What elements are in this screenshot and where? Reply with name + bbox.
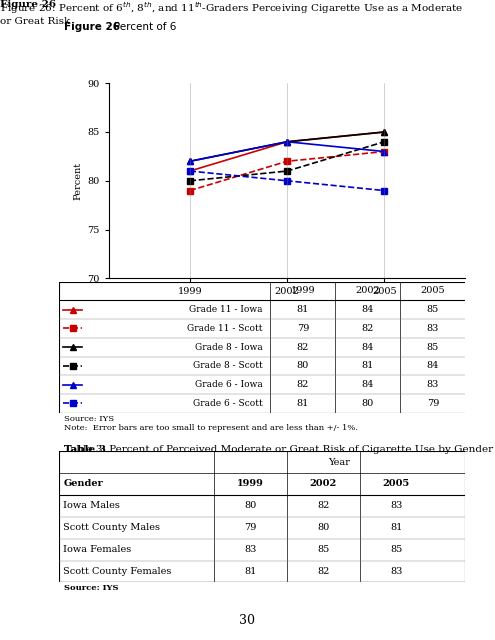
Text: 2005: 2005 (383, 479, 410, 488)
Text: Iowa Males: Iowa Males (63, 501, 120, 510)
Text: 1999: 1999 (237, 479, 264, 488)
Text: 79: 79 (427, 399, 439, 408)
Text: 83: 83 (427, 380, 439, 389)
Text: Table 3: Table 3 (64, 445, 106, 454)
Text: Scott County Females: Scott County Females (63, 567, 172, 576)
Text: 79: 79 (297, 324, 309, 333)
Text: 80: 80 (317, 524, 329, 532)
Text: Grade 8 - Iowa: Grade 8 - Iowa (195, 342, 262, 352)
Text: 2005: 2005 (421, 287, 445, 296)
Text: 83: 83 (390, 567, 402, 576)
Text: 82: 82 (297, 380, 309, 389)
Text: Scott County Males: Scott County Males (63, 524, 160, 532)
Text: Year: Year (329, 458, 350, 467)
Text: 1999: 1999 (291, 287, 315, 296)
Text: Grade 11 - Iowa: Grade 11 - Iowa (189, 305, 262, 314)
Text: : Percent of 6: : Percent of 6 (107, 22, 176, 33)
Text: Table 3: Percent of Perceived Moderate or Great Risk of Cigarette Use by Gender: Table 3: Percent of Perceived Moderate o… (64, 445, 494, 454)
Text: 82: 82 (317, 567, 329, 576)
Text: 81: 81 (297, 305, 309, 314)
Text: 82: 82 (317, 501, 329, 510)
Text: Grade 6 - Iowa: Grade 6 - Iowa (195, 380, 262, 389)
Text: 2002: 2002 (309, 479, 337, 488)
Text: 84: 84 (362, 380, 374, 389)
Text: 79: 79 (244, 524, 256, 532)
Text: 85: 85 (427, 305, 439, 314)
Text: 80: 80 (244, 501, 256, 510)
Text: 80: 80 (362, 399, 374, 408)
Text: 83: 83 (427, 324, 439, 333)
Text: 81: 81 (362, 362, 374, 371)
Text: 85: 85 (390, 545, 402, 554)
Text: Figure 26: Figure 26 (0, 0, 56, 9)
Text: Figure 26: Figure 26 (64, 22, 120, 33)
Text: 83: 83 (390, 501, 402, 510)
Text: Grade 11 - Scott: Grade 11 - Scott (187, 324, 262, 333)
Text: 85: 85 (317, 545, 329, 554)
Text: 84: 84 (362, 305, 374, 314)
Text: Iowa Females: Iowa Females (63, 545, 132, 554)
Y-axis label: Percent: Percent (73, 162, 82, 200)
Text: Figure 26: Percent of 6$^{th}$, 8$^{th}$, and 11$^{th}$-Graders Perceiving Cigar: Figure 26: Percent of 6$^{th}$, 8$^{th}$… (0, 0, 463, 26)
Text: Gender: Gender (63, 479, 103, 488)
Text: 85: 85 (427, 342, 439, 352)
Text: Source: IYS: Source: IYS (64, 584, 119, 591)
Text: 80: 80 (297, 362, 309, 371)
Text: 2002: 2002 (355, 287, 380, 296)
Text: 84: 84 (427, 362, 439, 371)
Text: 83: 83 (244, 545, 256, 554)
Text: 30: 30 (240, 614, 255, 627)
Text: 81: 81 (297, 399, 309, 408)
Text: Grade 6 - Scott: Grade 6 - Scott (193, 399, 262, 408)
Text: Source: IYS
Note:  Error bars are too small to represent and are less than +/- 1: Source: IYS Note: Error bars are too sma… (64, 415, 358, 432)
Text: 81: 81 (390, 524, 402, 532)
Text: 84: 84 (362, 342, 374, 352)
Text: 82: 82 (362, 324, 374, 333)
Text: Grade 8 - Scott: Grade 8 - Scott (193, 362, 262, 371)
Text: 82: 82 (297, 342, 309, 352)
Text: 81: 81 (244, 567, 256, 576)
